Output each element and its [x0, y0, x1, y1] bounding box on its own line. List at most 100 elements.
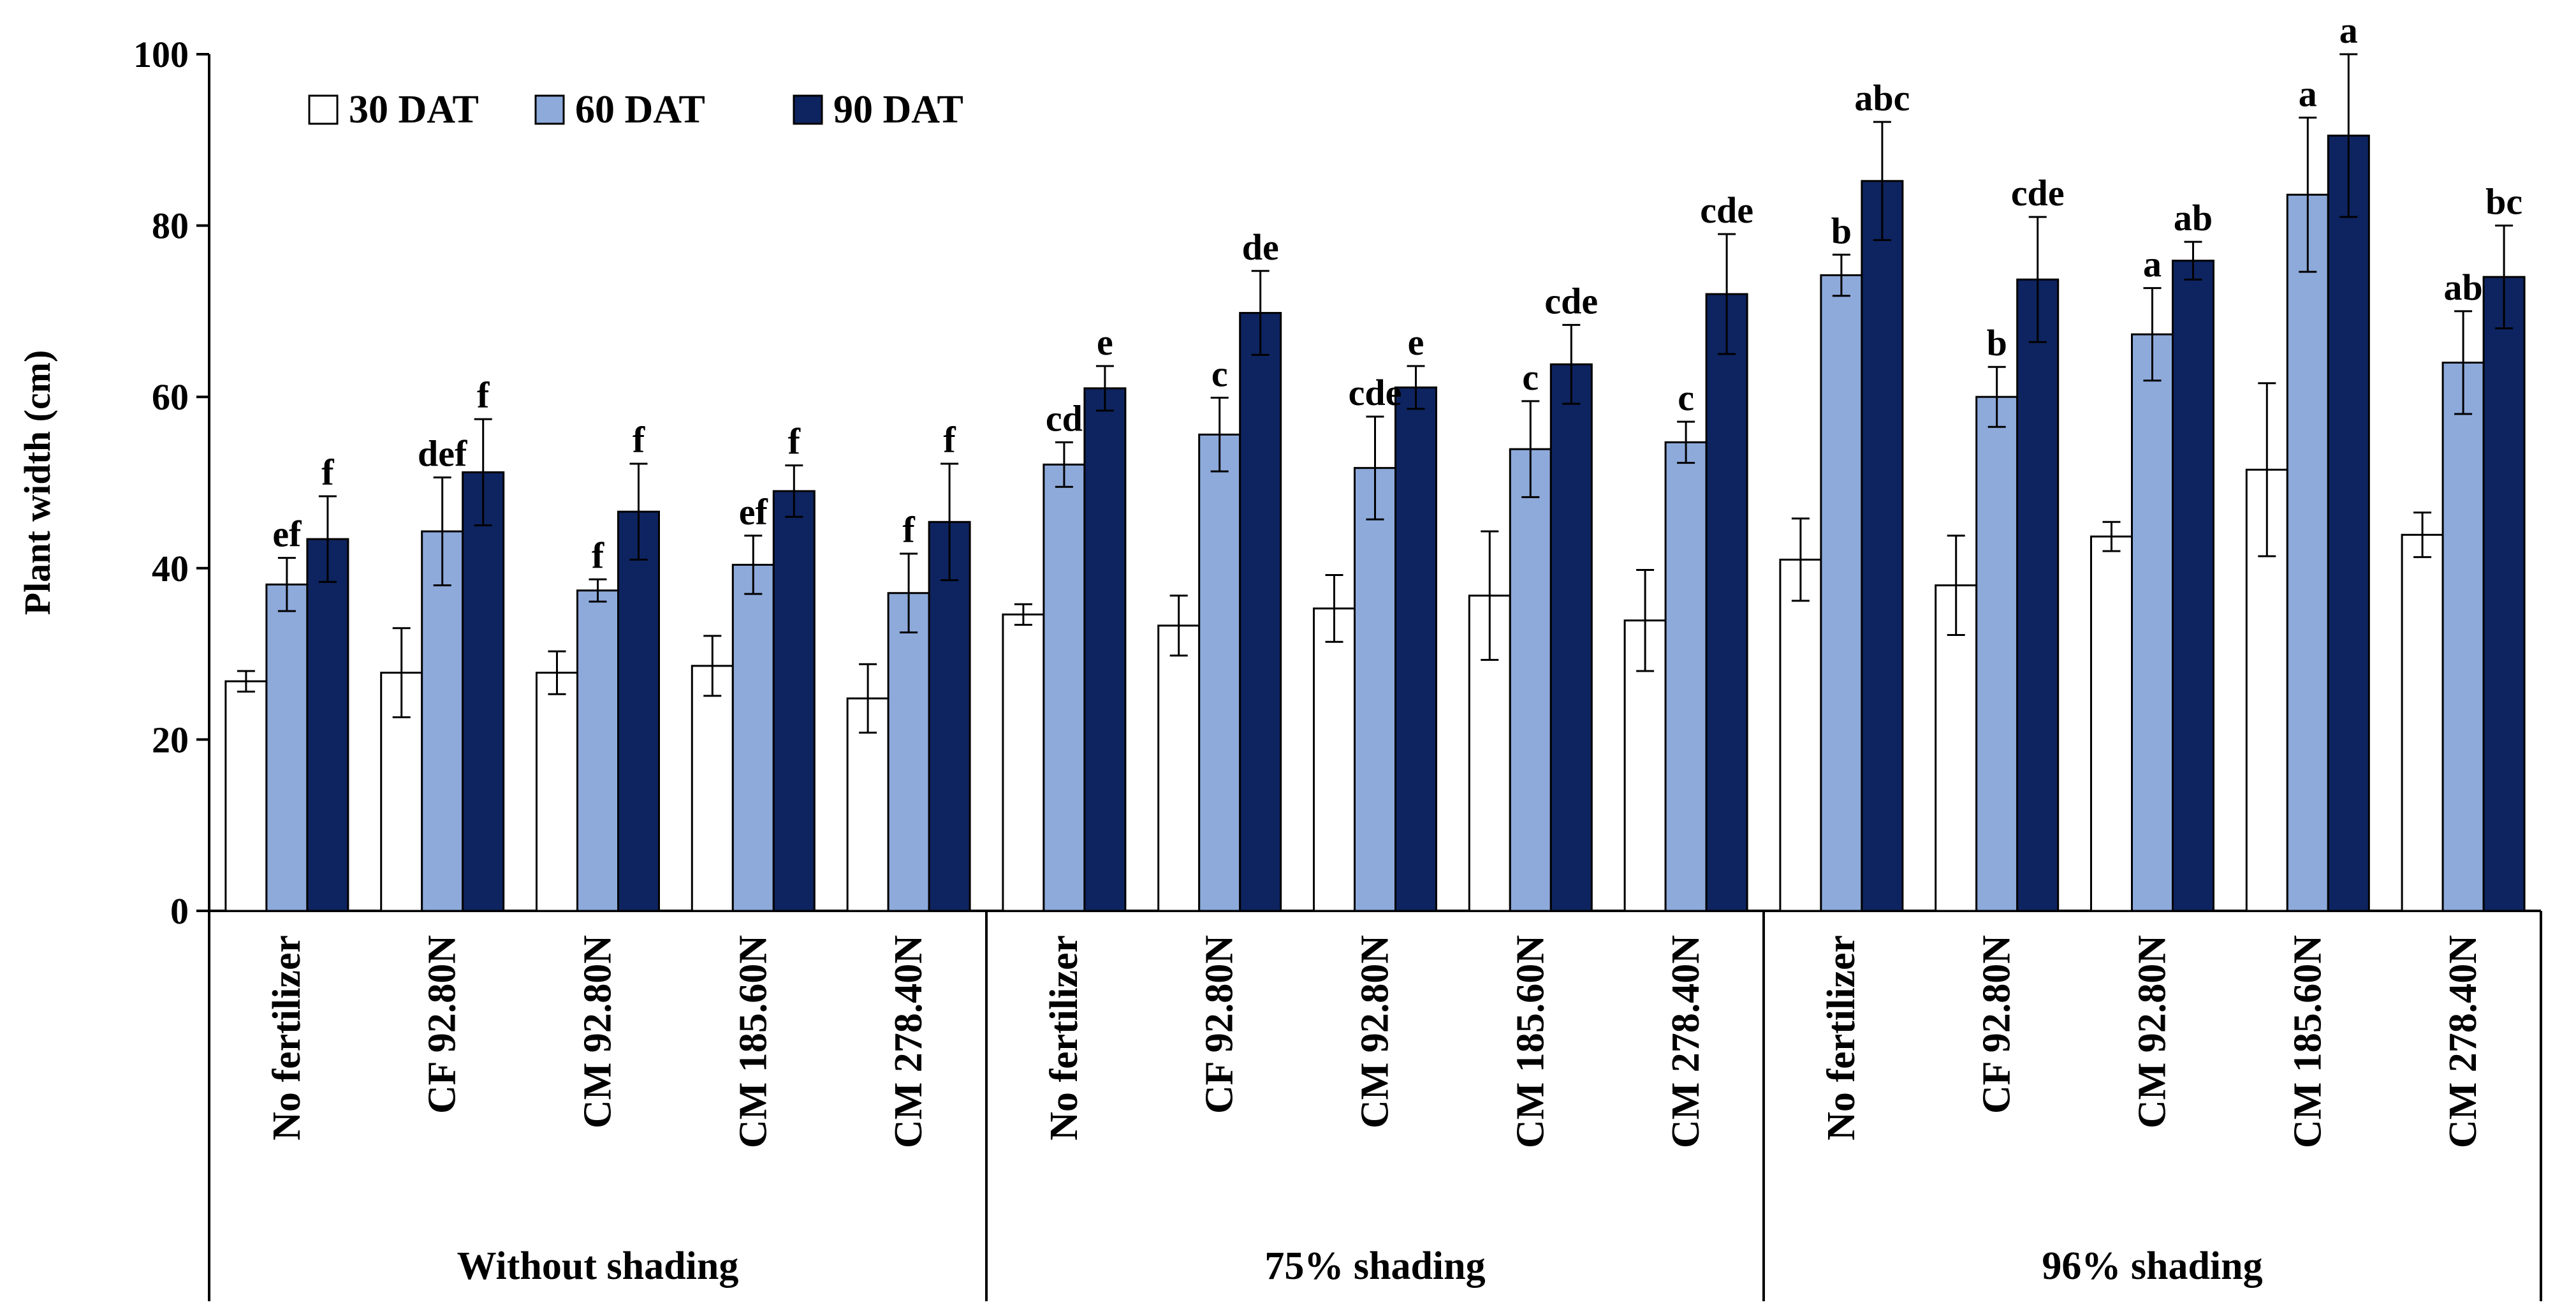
- legend-swatch-30-dat: [308, 94, 339, 125]
- y-tick-label-20: 20: [152, 719, 189, 760]
- bar-90-dat-10: [1861, 180, 1904, 912]
- x-category-label-12: CM 92.80N: [2131, 935, 2174, 1128]
- bar-90-dat-9: [1705, 293, 1748, 912]
- bar-60-dat-5: [1043, 463, 1086, 912]
- bar-90-dat-7: [1394, 386, 1437, 912]
- bar-60-dat-7: [1354, 467, 1396, 912]
- bar-30-dat-12: [2090, 535, 2133, 912]
- significance-label-90-dat-13: a: [2339, 10, 2358, 51]
- significance-label-90-dat-8: cde: [1544, 280, 1598, 321]
- significance-label-60-dat-14: ab: [2443, 267, 2482, 308]
- bar-30-dat-14: [2401, 533, 2444, 912]
- legend: 30 DAT 60 DAT 90 DAT: [308, 88, 963, 131]
- bar-60-dat-9: [1664, 441, 1708, 912]
- bar-60-dat-13: [2286, 193, 2329, 912]
- x-category-label-9: CM 278.40N: [1664, 935, 1708, 1148]
- bar-60-dat-6: [1198, 433, 1241, 912]
- significance-label-60-dat-9: c: [1678, 377, 1694, 418]
- y-axis-title: Plant width (cm): [17, 350, 58, 616]
- bar-60-dat-2: [576, 589, 619, 912]
- significance-label-90-dat-12: ab: [2174, 197, 2213, 239]
- significance-label-60-dat-3: ef: [739, 491, 768, 533]
- x-category-label-7: CM 92.80N: [1354, 935, 1397, 1128]
- significance-label-60-dat-0: ef: [272, 513, 302, 555]
- x-category-label-8: CM 185.60N: [1509, 935, 1552, 1148]
- significance-label-60-dat-8: c: [1522, 357, 1539, 398]
- bar-90-dat-4: [928, 520, 971, 912]
- bar-30-dat-2: [536, 672, 578, 912]
- x-category-labels: No fertilizer CF 92.80N CM 92.80N CM 185.60…: [265, 935, 2485, 1288]
- bar-90-dat-0: [306, 538, 349, 912]
- x-category-label-5: No fertilizer: [1043, 935, 1086, 1141]
- error-bars: [237, 53, 2514, 734]
- significance-label-90-dat-5: e: [1097, 321, 1113, 363]
- group-label-without-shading: Without shading: [457, 1244, 739, 1288]
- x-category-label-3: CM 185.60N: [731, 935, 775, 1148]
- significance-label-90-dat-9: cde: [1700, 189, 1753, 231]
- y-tick-label-80: 80: [152, 205, 189, 247]
- bar-90-dat-3: [772, 490, 816, 912]
- legend-label-60-dat: 60 DAT: [575, 88, 705, 131]
- significance-label-90-dat-6: de: [1242, 226, 1279, 268]
- bar-90-dat-5: [1083, 387, 1127, 912]
- significance-label-60-dat-7: cde: [1349, 372, 1402, 413]
- x-category-label-1: CF 92.80N: [421, 935, 464, 1114]
- bar-90-dat-8: [1549, 363, 1593, 912]
- x-category-label-0: No fertilizer: [265, 935, 309, 1141]
- bar-60-dat-3: [731, 563, 775, 912]
- y-tick-label-60: 60: [152, 376, 189, 418]
- significance-label-90-dat-2: f: [633, 419, 645, 461]
- significance-label-60-dat-11: b: [1987, 322, 2007, 364]
- significance-label-90-dat-4: f: [943, 419, 956, 461]
- bar-30-dat-10: [1779, 558, 1822, 912]
- significance-label-90-dat-0: f: [321, 452, 334, 493]
- bar-90-dat-12: [2172, 260, 2214, 912]
- x-category-label-2: CM 92.80N: [576, 935, 620, 1128]
- bar-60-dat-14: [2441, 361, 2485, 912]
- bar-60-dat-1: [421, 530, 464, 912]
- legend-label-90-dat: 90 DAT: [833, 88, 963, 131]
- significance-label-90-dat-1: f: [477, 374, 490, 416]
- significance-label-60-dat-4: f: [902, 509, 915, 550]
- bar-60-dat-10: [1820, 274, 1863, 912]
- bar-30-dat-0: [224, 680, 268, 912]
- significance-label-60-dat-13: a: [2299, 73, 2317, 114]
- significance-label-60-dat-10: b: [1831, 210, 1852, 251]
- bar-90-dat-6: [1239, 312, 1282, 912]
- group-label-75-shading: 75% shading: [1264, 1244, 1485, 1288]
- x-category-label-14: CM 278.40N: [2441, 935, 2485, 1148]
- legend-swatch-60-dat: [534, 94, 565, 125]
- y-tick-label-0: 0: [170, 890, 189, 932]
- x-category-label-6: CF 92.80N: [1198, 935, 1241, 1114]
- y-axis-title-group: Plant width (cm): [17, 350, 58, 616]
- bar-90-dat-14: [2482, 276, 2526, 912]
- legend-label-30-dat: 30 DAT: [349, 88, 479, 131]
- significance-label-90-dat-7: e: [1408, 321, 1424, 363]
- x-category-label-13: CM 185.60N: [2286, 935, 2329, 1148]
- bar-90-dat-2: [617, 510, 660, 912]
- significance-label-90-dat-11: cde: [2011, 172, 2065, 214]
- significance-label-60-dat-12: a: [2143, 244, 2162, 285]
- significance-label-60-dat-1: def: [418, 432, 467, 474]
- bar-90-dat-11: [2016, 278, 2060, 912]
- group-label-96-shading: 96% shading: [2042, 1244, 2262, 1288]
- y-tick-label-40: 40: [152, 548, 189, 589]
- significance-label-60-dat-6: c: [1211, 353, 1228, 395]
- significance-label-90-dat-14: bc: [2485, 181, 2522, 223]
- bar-90-dat-1: [462, 471, 505, 912]
- bar-60-dat-11: [1975, 395, 2019, 912]
- x-category-label-11: CF 92.80N: [1975, 935, 2019, 1114]
- x-category-label-4: CM 278.40N: [887, 935, 930, 1148]
- significance-label-60-dat-2: f: [592, 535, 604, 576]
- bar-60-dat-0: [265, 583, 309, 912]
- bar-30-dat-7: [1313, 607, 1356, 912]
- bar-90-dat-13: [2327, 135, 2370, 912]
- x-category-label-10: No fertilizer: [1820, 935, 1863, 1141]
- significance-label-90-dat-10: abc: [1854, 77, 1910, 119]
- bars: [224, 135, 2526, 912]
- bar-30-dat-5: [1002, 613, 1045, 912]
- bar-60-dat-4: [887, 592, 930, 912]
